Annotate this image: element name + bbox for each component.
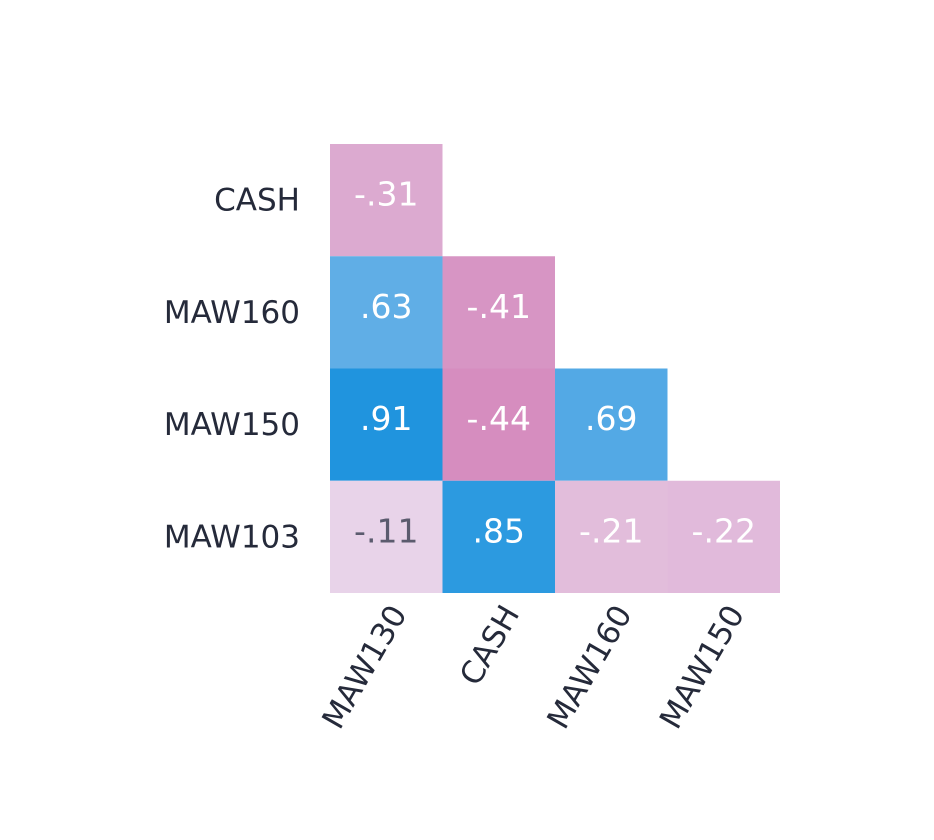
row-label: MAW160 <box>164 295 300 331</box>
col-label: MAW150 <box>653 599 752 735</box>
cell-label: -.44 <box>467 399 531 438</box>
heatmap-cell <box>667 480 780 593</box>
row-label: MAW150 <box>164 407 300 443</box>
heatmap-cell <box>330 256 443 369</box>
heatmap-cell <box>442 256 555 369</box>
heatmap-cell <box>330 368 443 481</box>
heatmap-cell <box>330 480 443 593</box>
col-label: MAW130 <box>315 599 414 735</box>
col-label: MAW160 <box>540 599 639 735</box>
cell-label: .91 <box>360 399 412 438</box>
row-label: MAW103 <box>164 519 300 555</box>
cell-label: .69 <box>585 399 637 438</box>
cell-label: -.21 <box>579 511 643 550</box>
heatmap-cell <box>442 480 555 593</box>
heatmap-cell <box>555 368 668 481</box>
col-label: CASH <box>453 599 527 691</box>
cell-label: .63 <box>360 287 412 326</box>
heatmap-cell <box>330 144 443 257</box>
row-label: CASH <box>214 183 300 219</box>
cell-label: -.41 <box>467 287 531 326</box>
cell-label: -.22 <box>692 511 756 550</box>
cell-label: -.11 <box>354 511 418 550</box>
heatmap-cell <box>555 480 668 593</box>
cell-label: .85 <box>473 511 525 550</box>
cell-label: -.31 <box>354 175 418 214</box>
heatmap-cell <box>442 368 555 481</box>
